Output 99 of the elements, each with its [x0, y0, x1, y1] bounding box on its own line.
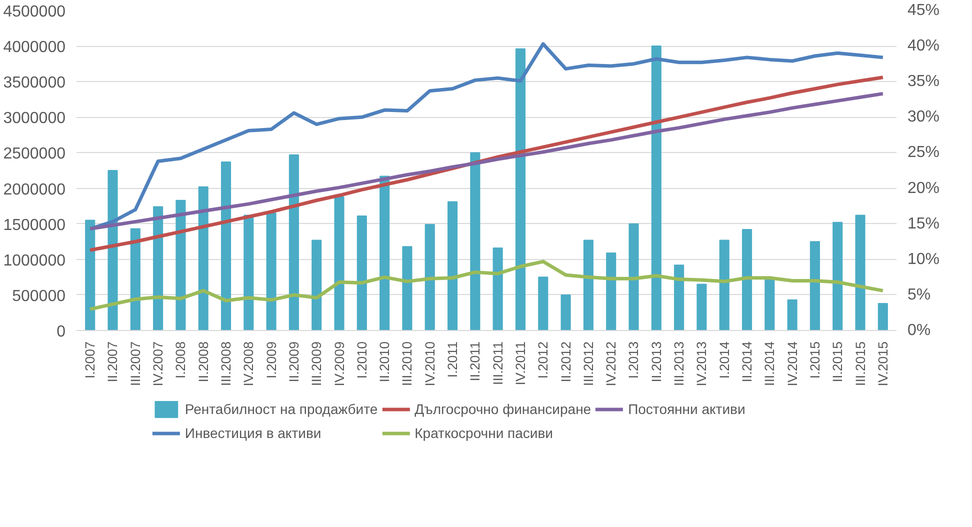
line-series — [88, 260, 885, 311]
y2-tick-label: 5% — [908, 286, 931, 304]
bar — [266, 212, 276, 330]
y2-tick-label: 40% — [908, 38, 940, 55]
bar — [244, 214, 254, 330]
y-tick-label: 3000000 — [3, 110, 66, 128]
x-tick-label: III.2013 — [672, 341, 687, 386]
x-tick-label: I.2007 — [82, 341, 98, 379]
y-tick-label: 0 — [56, 324, 66, 340]
bar — [402, 246, 412, 330]
x-tick-label: II.2008 — [196, 341, 211, 382]
x-tick-label: II.2012 — [558, 341, 574, 382]
bar — [651, 46, 662, 330]
bar — [470, 152, 480, 330]
bar — [515, 48, 526, 330]
bar — [288, 154, 299, 330]
bar — [538, 276, 548, 330]
x-tick-label: III.2009 — [309, 341, 324, 386]
y2-tick-label: 15% — [908, 215, 940, 232]
x-tick-label: III.2007 — [128, 341, 143, 386]
bar — [719, 240, 730, 330]
x-tick-label: I.2014 — [716, 340, 732, 379]
bar — [492, 248, 503, 330]
y2-tick-label: 20% — [908, 180, 940, 197]
x-tick-label: II.2013 — [648, 341, 664, 382]
y-tick-label: 4000000 — [3, 39, 66, 56]
y2-tick-label: 25% — [908, 144, 940, 162]
bar — [696, 284, 707, 330]
bar — [424, 224, 435, 330]
bar — [674, 264, 684, 330]
bar — [878, 302, 888, 330]
bar — [628, 223, 639, 330]
x-tick-label: III.2008 — [218, 341, 234, 386]
bar — [855, 214, 866, 330]
bar — [130, 228, 140, 330]
x-tick-label: IV.2013 — [694, 341, 710, 386]
bar — [220, 161, 232, 330]
y2-tick-label: 30% — [908, 108, 940, 126]
bar — [198, 186, 208, 330]
bar — [810, 241, 820, 330]
x-tick-label: IV.2012 — [604, 341, 619, 386]
x-tick-label: I.2013 — [626, 341, 642, 379]
bar — [312, 240, 322, 330]
bar — [176, 200, 186, 330]
y2-tick-label: 35% — [908, 73, 940, 90]
x-tick-label: II.2010 — [377, 341, 392, 382]
x-tick-label: IV.2010 — [422, 341, 438, 386]
x-tick-label: III.2010 — [400, 341, 415, 386]
line-series — [88, 92, 885, 231]
legend-label: Постоянни активи — [628, 401, 746, 417]
bar — [447, 201, 458, 330]
x-tick-label: II.2011 — [468, 341, 483, 382]
bar — [742, 229, 752, 330]
x-tick-label: IV.2015 — [875, 341, 890, 386]
bar — [356, 216, 367, 330]
y2-tick-label: 10% — [908, 250, 940, 268]
x-tick-label: III.2015 — [852, 341, 868, 386]
x-tick-label: III.2014 — [762, 340, 778, 386]
x-tick-label: II.2014 — [739, 340, 754, 382]
y-tick-label: 2500000 — [3, 146, 66, 163]
bar — [832, 222, 843, 330]
y-tick-label: 1500000 — [3, 216, 66, 234]
y-tick-label: 2000000 — [3, 181, 66, 198]
x-tick-label: II.2007 — [105, 341, 120, 382]
x-tick-label: I.2009 — [264, 341, 279, 379]
legend-label: Инвестиция в активи — [184, 425, 322, 441]
line-series — [88, 76, 885, 252]
y-tick-label: 3500000 — [3, 74, 66, 92]
legend-label: Дългосрочно финансиране — [414, 401, 592, 417]
y-tick-label: 500000 — [12, 288, 66, 305]
y-tick-label: 4500000 — [3, 4, 66, 20]
x-tick-label: IV.2009 — [332, 341, 347, 386]
legend-label: Рентабилност на продажбите — [184, 401, 378, 417]
x-tick-label: I.2011 — [445, 341, 460, 378]
y2-tick-label: 45% — [908, 2, 940, 19]
x-tick-label: IV.2011 — [512, 342, 528, 386]
y-tick-label: 1000000 — [3, 252, 66, 270]
x-tick-label: I.2015 — [807, 341, 822, 379]
x-tick-label: III.2011 — [490, 341, 506, 385]
bar — [85, 220, 96, 330]
x-tick-label: III.2012 — [580, 341, 596, 386]
x-tick-label: IV.2014 — [784, 340, 800, 386]
x-tick-label: II.2009 — [286, 341, 302, 382]
bar — [787, 299, 798, 330]
x-tick-label: I.2008 — [173, 341, 188, 379]
bar — [606, 252, 616, 330]
legend-label: Краткосрочни пасиви — [414, 425, 553, 441]
bar — [334, 196, 344, 330]
x-tick-label: IV.2007 — [150, 341, 166, 386]
bar — [108, 170, 118, 330]
bar — [153, 206, 164, 330]
x-tick-label: IV.2008 — [241, 341, 256, 386]
y2-tick-label: 0% — [908, 322, 931, 339]
bar — [560, 294, 571, 330]
x-tick-label: II.2015 — [830, 341, 846, 382]
bar — [583, 240, 594, 330]
x-tick-label: I.2010 — [354, 341, 370, 379]
bar — [380, 176, 390, 330]
x-tick-label: I.2012 — [536, 341, 551, 379]
